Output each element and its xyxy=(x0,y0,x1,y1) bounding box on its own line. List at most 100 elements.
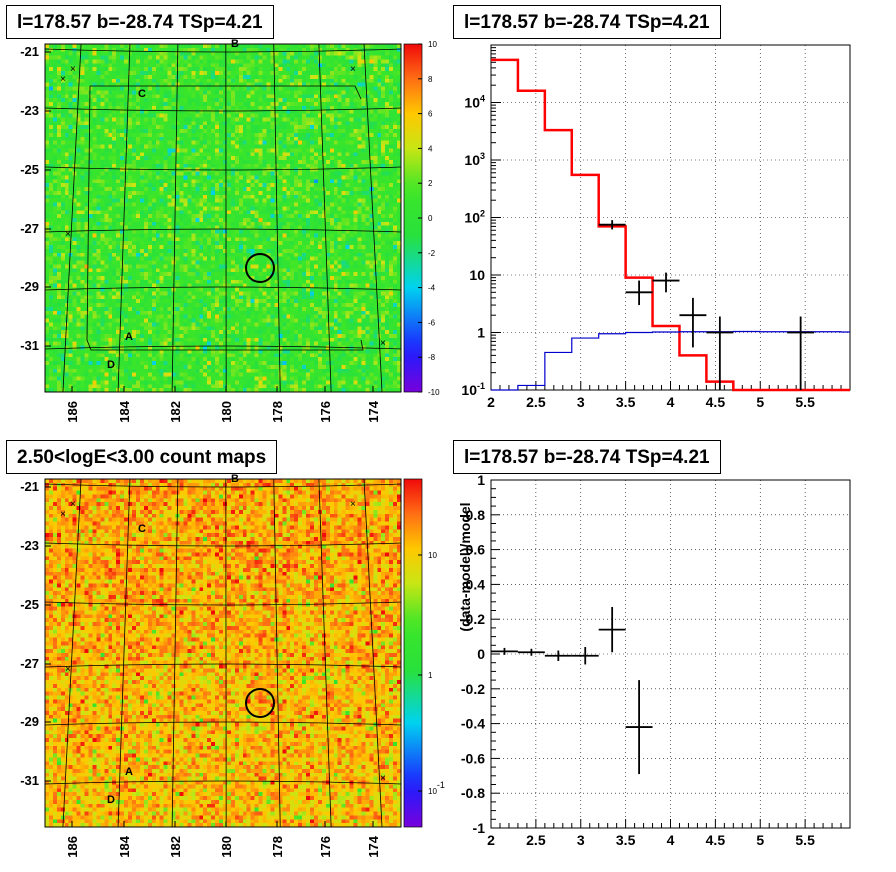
y-tick-label: -25 xyxy=(20,162,39,177)
galactic-latitude-line xyxy=(44,107,402,112)
cross-marker: × xyxy=(380,338,386,349)
y-tick-label: -23 xyxy=(20,103,39,118)
source-marker-D: D xyxy=(107,794,115,806)
tick-base: 10 xyxy=(464,210,480,226)
galactic-latitude-line xyxy=(44,663,402,668)
x-tick-label: 184 xyxy=(117,400,132,422)
cross-marker: × xyxy=(60,74,66,85)
tick-label: 104 xyxy=(464,94,485,111)
y-tick-label: -21 xyxy=(20,479,39,494)
galactic-latitude-line xyxy=(44,721,402,726)
colorbar-label: 6 xyxy=(428,110,433,119)
galactic-longitude-line xyxy=(318,43,332,393)
y-tick-label: -0.4 xyxy=(461,716,485,732)
x-tick-label: 3.5 xyxy=(616,394,636,410)
tick-base: 10 xyxy=(428,787,437,796)
bl-panel-title: 2.50<logE<3.00 count maps xyxy=(6,440,278,474)
galactic-longitude-line xyxy=(171,43,179,393)
colorbar-label: -4 xyxy=(428,284,436,293)
x-tick-label: 3 xyxy=(577,394,585,410)
y-tick-label: 1 xyxy=(477,472,485,488)
colorbar-label: -8 xyxy=(428,353,436,362)
x-tick-label: 2 xyxy=(487,832,495,848)
colorbar-label: 10 xyxy=(428,40,437,49)
galactic-longitude-line xyxy=(117,478,131,828)
source-marker-B: B xyxy=(231,38,239,50)
roi-boundary xyxy=(86,85,364,351)
y-tick-label: -27 xyxy=(20,221,39,236)
x-tick-label: 176 xyxy=(318,401,333,423)
tl-panel-title: l=178.57 b=-28.74 TSp=4.21 xyxy=(6,5,274,39)
source-marker-A: A xyxy=(125,766,133,778)
source-circle xyxy=(245,253,275,283)
galactic-longitude-line xyxy=(273,43,281,393)
x-tick-label: 180 xyxy=(219,836,234,858)
tick-base: 10 xyxy=(464,152,480,168)
x-tick-label: 5.5 xyxy=(795,832,815,848)
y-tick-label: -0.8 xyxy=(461,785,485,801)
y-axis-label: (data-model)/model xyxy=(457,502,473,631)
y-tick-label: -25 xyxy=(20,597,39,612)
x-tick-label: 2.5 xyxy=(526,394,546,410)
cross-marker: × xyxy=(350,499,356,510)
tr-panel-title: l=178.57 b=-28.74 TSp=4.21 xyxy=(453,5,721,39)
tick-exponent: 4 xyxy=(480,94,485,104)
x-tick-label: 186 xyxy=(65,836,80,858)
galactic-longitude-line xyxy=(171,478,179,828)
x-tick-label: 3.5 xyxy=(616,832,636,848)
residual-map-panel: B C A D × × × × × -21 -23 -25 -27 -29 -31 186 184 182 180 1… xyxy=(20,38,440,423)
cross-marker: × xyxy=(60,509,66,520)
galactic-latitude-line xyxy=(44,542,402,547)
cross-marker: × xyxy=(380,773,386,784)
x-tick-label: 178 xyxy=(270,401,285,423)
tick-label: 103 xyxy=(464,151,485,168)
cross-marker: × xyxy=(65,664,71,675)
colorbar-label: 4 xyxy=(428,144,433,153)
galactic-latitude-line xyxy=(44,601,402,606)
galactic-latitude-line xyxy=(44,345,402,350)
x-tick-label: 4 xyxy=(667,394,675,410)
tick-label: 10 xyxy=(428,551,437,560)
colorbar-label: -6 xyxy=(428,318,436,327)
source-marker-B: B xyxy=(231,473,239,485)
source-marker-D: D xyxy=(107,359,115,371)
x-tick-label: 4.5 xyxy=(706,832,726,848)
residual-plot-panel: 2 2.5 3 3.5 4 4.5 5 5.5 1 0.8 0.6 0.4 0.2 0 -0.2 -0.4 -0… xyxy=(457,472,851,848)
galactic-longitude-line xyxy=(62,43,82,393)
source-marker-C: C xyxy=(138,523,146,535)
tick-label: 102 xyxy=(464,209,485,226)
x-tick-label: 182 xyxy=(168,401,183,423)
galactic-longitude-line xyxy=(62,478,82,828)
y-tick-label: -21 xyxy=(20,44,39,59)
cross-marker: × xyxy=(70,64,76,75)
galactic-latitude-line xyxy=(44,286,402,291)
galactic-longitude-line xyxy=(117,43,131,393)
map-pixels xyxy=(45,44,401,392)
x-tick-label: 3 xyxy=(577,832,585,848)
x-tick-label: 174 xyxy=(366,400,381,422)
x-tick-label: 180 xyxy=(219,401,234,423)
x-tick-label: 4 xyxy=(667,832,675,848)
colorbar-label: -2 xyxy=(428,249,436,258)
cross-marker: × xyxy=(350,64,356,75)
tick-exponent: 2 xyxy=(480,209,485,219)
x-tick-label: 178 xyxy=(270,836,285,858)
colorbar xyxy=(403,478,423,828)
x-tick-label: 5.5 xyxy=(795,394,815,410)
colorbar-label: -10 xyxy=(428,388,440,397)
tick-label: 1 xyxy=(477,325,485,341)
y-tick-label: 0.2 xyxy=(466,611,486,627)
x-tick-label: 174 xyxy=(366,835,381,857)
galactic-longitude-line xyxy=(273,478,281,828)
colorbar-label: 2 xyxy=(428,179,433,188)
galactic-longitude-line xyxy=(318,478,332,828)
map-frame xyxy=(44,478,402,828)
x-tick-label: 182 xyxy=(168,836,183,858)
source-circle xyxy=(245,688,275,718)
y-tick-label: 0 xyxy=(477,646,485,662)
tick-label: 10-1 xyxy=(461,381,485,398)
x-tick-label: 186 xyxy=(65,401,80,423)
y-tick-label: 0.4 xyxy=(466,576,486,592)
